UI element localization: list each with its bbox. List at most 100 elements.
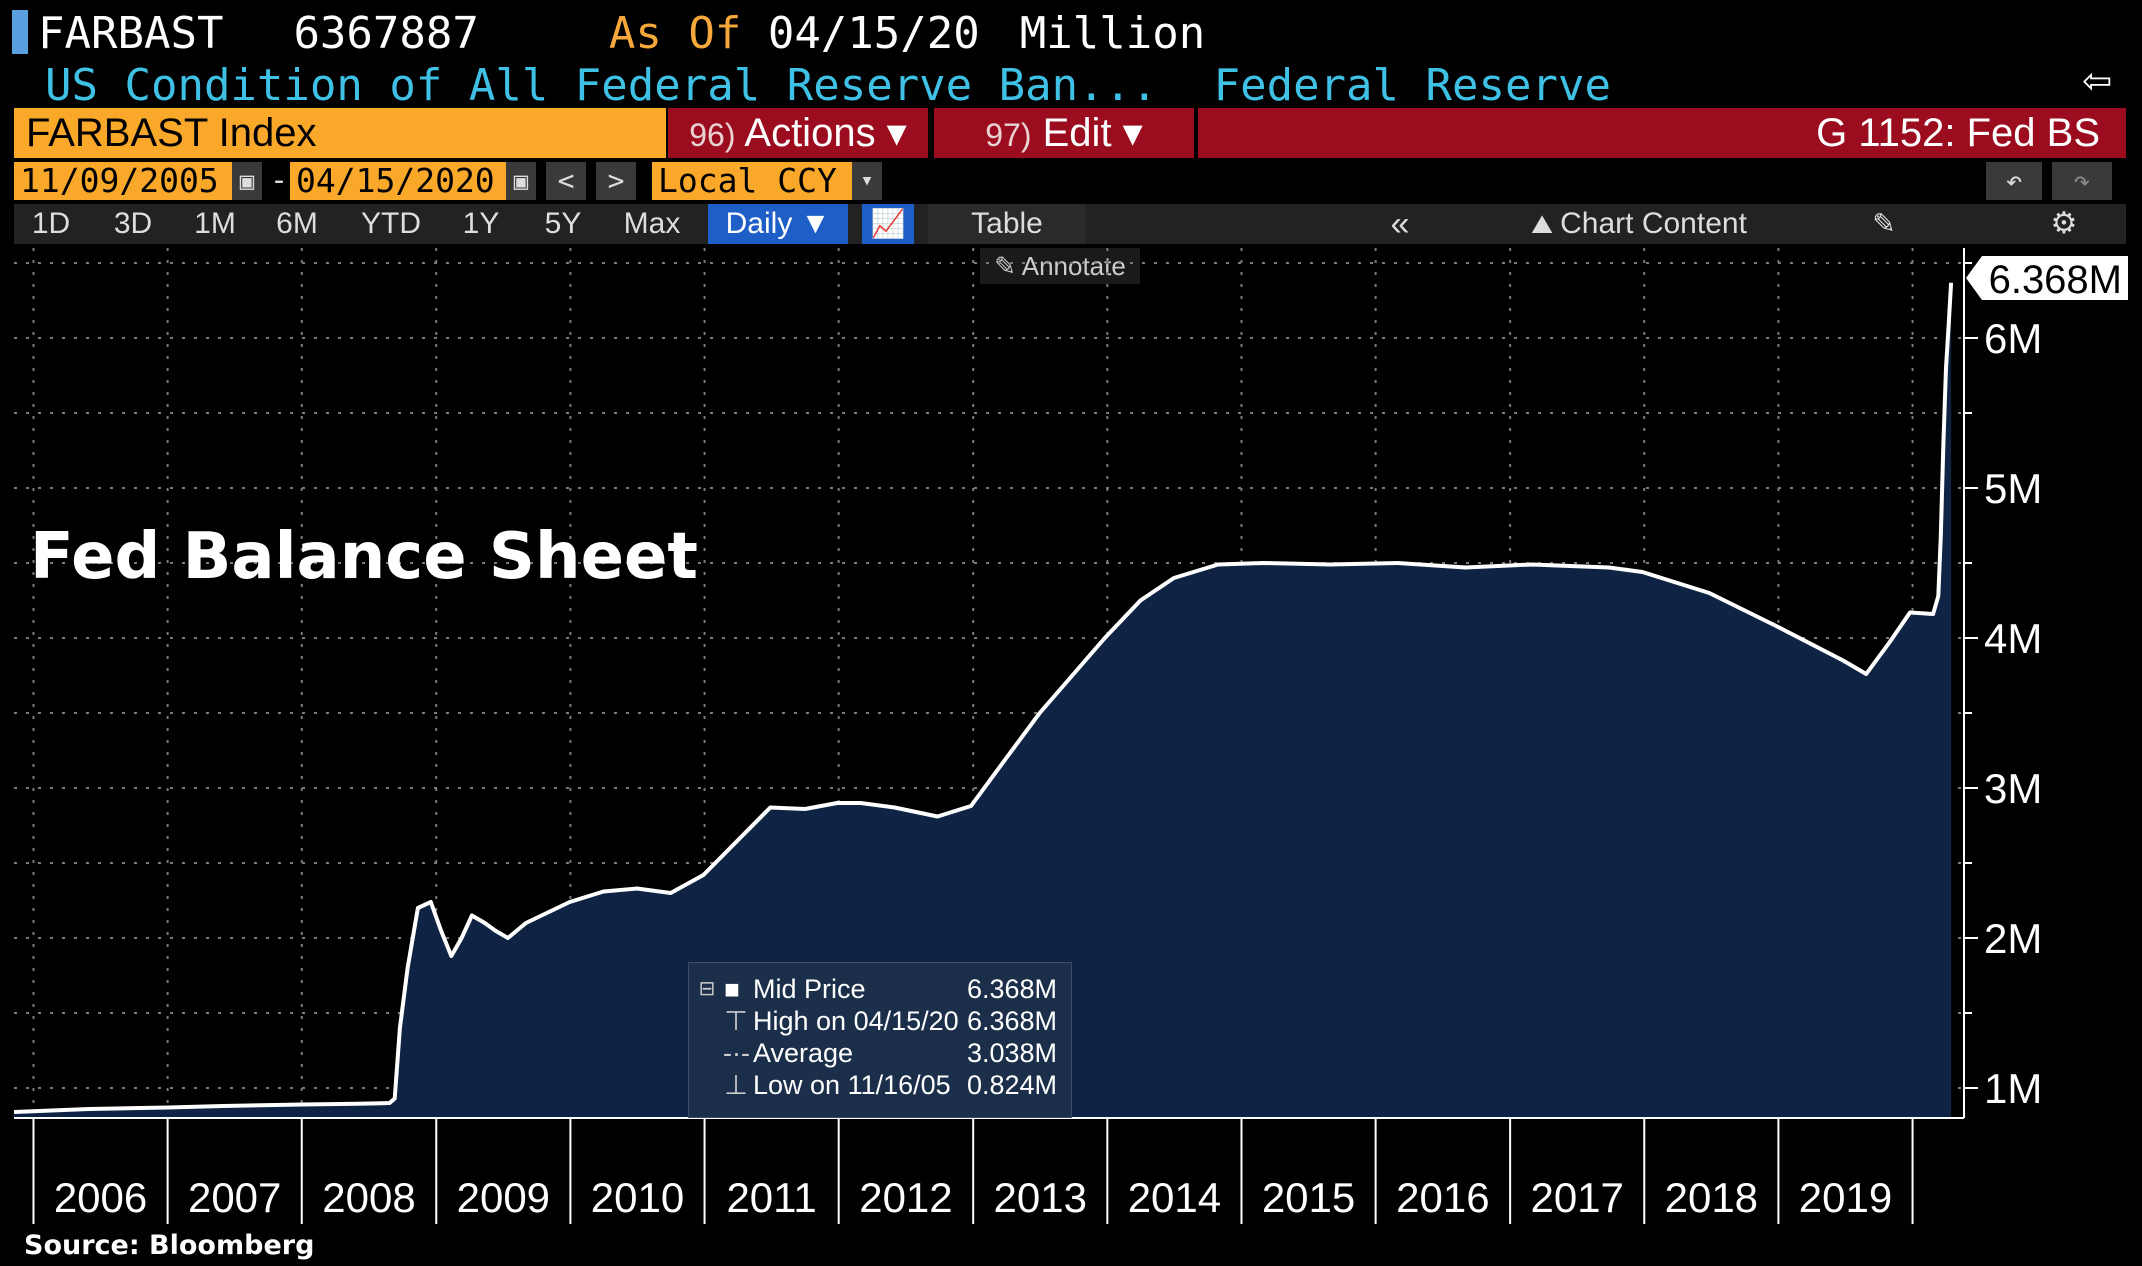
tab-table[interactable]: Table <box>928 204 1086 244</box>
series-line <box>13 282 1954 1114</box>
as-of-date: 04/15/20 <box>767 8 980 59</box>
tab-1m[interactable]: 1M <box>194 207 236 240</box>
chevron-down-icon[interactable]: ▾ <box>852 162 882 200</box>
legend-value: 0.824M <box>966 1070 1057 1100</box>
header-line-1: FARBAST 6367887 As Of 04/15/20 Million <box>12 6 1205 62</box>
last-value-label: 6.368M <box>1989 258 2122 302</box>
settings-gear-icon[interactable]: ⚙ <box>2050 207 2078 240</box>
annotate-label: Annotate <box>1021 251 1126 281</box>
x-tick-label: 2010 <box>591 1174 684 1221</box>
tab-6m[interactable]: 6M <box>276 207 318 240</box>
export-icon[interactable]: ⇦ <box>2082 61 2113 102</box>
undo-icon[interactable]: ↶ <box>1986 162 2042 200</box>
source-note: Source: Bloomberg <box>24 1230 315 1261</box>
x-tick-label: 2017 <box>1530 1174 1623 1221</box>
y-tick-label: 6M <box>1984 315 2042 362</box>
last-value-badge <box>1966 256 2128 300</box>
series-area-fill <box>14 282 1952 1118</box>
security-description: US Condition of All Federal Reserve Ban.… <box>45 60 1158 111</box>
tab-ytd[interactable]: YTD <box>361 207 421 240</box>
actions-menu[interactable]: 96) Actions ▾ <box>668 108 928 158</box>
chevron-left-icon[interactable]: < <box>546 162 586 200</box>
y-tick-label: 1M <box>1984 1065 2042 1112</box>
tab-3d[interactable]: 3D <box>113 207 153 240</box>
legend-row-high: ⊤ High on 04/15/20 6.368M <box>689 1005 1071 1037</box>
x-tick-label: 2011 <box>726 1174 816 1221</box>
tab-1y[interactable]: 1Y <box>462 207 500 240</box>
start-calendar-icon[interactable]: ▣ <box>232 162 262 200</box>
chevron-right-icon[interactable]: > <box>596 162 636 200</box>
legend-label: Average <box>753 1038 854 1068</box>
white-square-icon: ■ <box>724 974 740 1004</box>
frequency-dropdown[interactable]: Daily ▼ <box>708 204 848 244</box>
edit-chart-icon[interactable]: ✎ <box>1872 208 1896 239</box>
toolbar-tabs: 1D 3D 1M 6M YTD 1Y 5Y Max Daily ▼ 📈 Tabl… <box>14 204 2126 244</box>
average-marker-icon: -·- <box>723 1038 750 1068</box>
legend-box: ⊟ ■ Mid Price 6.368M ⊤ High on 04/15/20 … <box>688 962 1072 1118</box>
x-tick-label: 2013 <box>994 1174 1087 1221</box>
x-tick-label: 2016 <box>1396 1174 1489 1221</box>
x-tick-label: 2006 <box>54 1174 147 1221</box>
last-value-marker: 6.368M <box>1966 256 2128 302</box>
x-tick-label: 2014 <box>1128 1174 1221 1221</box>
header-line-2: US Condition of All Federal Reserve Ban.… <box>45 58 1611 114</box>
legend-value: 3.038M <box>966 1038 1057 1068</box>
y-tick-label: 5M <box>1984 465 2042 512</box>
collapse-icon[interactable]: « <box>1390 205 1410 243</box>
chart-type-icon[interactable]: 📈 <box>862 204 914 244</box>
unit-label: Million <box>1019 8 1206 59</box>
chart-content-button[interactable]: ⛰ Chart Content <box>1474 204 1804 244</box>
chart-area: 1M 2M 3M 4M 5M 6M 2006 2007 2008 2009 2010 2011 201… <box>13 248 2128 1224</box>
x-tick-label: 2015 <box>1262 1174 1355 1221</box>
actions-label: Actions ▾ <box>744 111 907 155</box>
legend-label: Low on 11/16/05 <box>753 1070 951 1100</box>
legend-row-low: ⊥ Low on 11/16/05 0.824M <box>689 1069 1071 1101</box>
high-marker-icon: ⊤ <box>724 1006 748 1036</box>
x-tick-label: 2019 <box>1799 1174 1892 1221</box>
data-source-name: Federal Reserve <box>1213 60 1611 111</box>
actions-number: 96) <box>689 117 736 153</box>
x-axis-ticks: 2006 2007 2008 2009 2010 2011 2012 2013 2014 2015… <box>32 1118 1914 1224</box>
tab-max[interactable]: Max <box>623 207 681 240</box>
currency-select[interactable]: Local CCY <box>652 162 852 200</box>
edit-number: 97) <box>985 117 1032 153</box>
edit-label: Edit ▾ <box>1042 111 1143 155</box>
ticker: FARBAST <box>38 8 224 59</box>
x-tick-label: 2012 <box>859 1174 952 1221</box>
date-separator: - <box>270 163 289 198</box>
as-of-label: As Of <box>608 8 742 59</box>
x-tick-label: 2018 <box>1665 1174 1758 1221</box>
legend-label: Mid Price <box>753 974 866 1004</box>
security-field[interactable]: FARBAST Index <box>14 108 666 158</box>
current-value: 6367887 <box>293 8 479 59</box>
chart-content-label: Chart Content <box>1560 207 1747 240</box>
redo-icon[interactable]: ↷ <box>2052 162 2112 200</box>
y-axis-ticks: 1M 2M 3M 4M 5M 6M <box>1964 262 2042 1112</box>
legend-row-mid: ⊟ ■ Mid Price 6.368M <box>689 973 1071 1005</box>
y-tick-label: 4M <box>1984 615 2042 662</box>
legend-value: 6.368M <box>966 974 1057 1004</box>
ticker-marker <box>12 10 28 54</box>
start-date-field[interactable]: 11/09/2005 <box>14 162 244 200</box>
x-tick-label: 2007 <box>188 1174 281 1221</box>
y-tick-label: 2M <box>1984 915 2042 962</box>
legend-label: High on 04/15/20 <box>753 1006 959 1036</box>
chart-content-icon: ⛰ <box>1531 209 1561 239</box>
pencil-icon: ✎ <box>994 251 1022 281</box>
legend-value: 6.368M <box>966 1006 1057 1036</box>
collapse-square-icon[interactable]: ⊟ <box>698 978 716 1000</box>
chart-title: Fed Balance Sheet <box>30 520 698 594</box>
low-marker-icon: ⊥ <box>724 1070 748 1100</box>
tab-5y[interactable]: 5Y <box>544 207 582 240</box>
end-calendar-icon[interactable]: ▣ <box>506 162 536 200</box>
edit-menu[interactable]: 97) Edit ▾ <box>934 108 1194 158</box>
annotate-button[interactable]: ✎ Annotate <box>980 248 1140 284</box>
tab-1d[interactable]: 1D <box>31 207 71 240</box>
chart-axes <box>14 248 1965 1119</box>
y-tick-label: 3M <box>1984 765 2042 812</box>
x-tick-label: 2008 <box>322 1174 415 1221</box>
legend-row-average: -·- Average 3.038M <box>689 1037 1071 1069</box>
x-tick-label: 2009 <box>457 1174 550 1221</box>
page-title: G 1152: Fed BS <box>1198 108 2126 158</box>
end-date-field[interactable]: 04/15/2020 <box>290 162 516 200</box>
